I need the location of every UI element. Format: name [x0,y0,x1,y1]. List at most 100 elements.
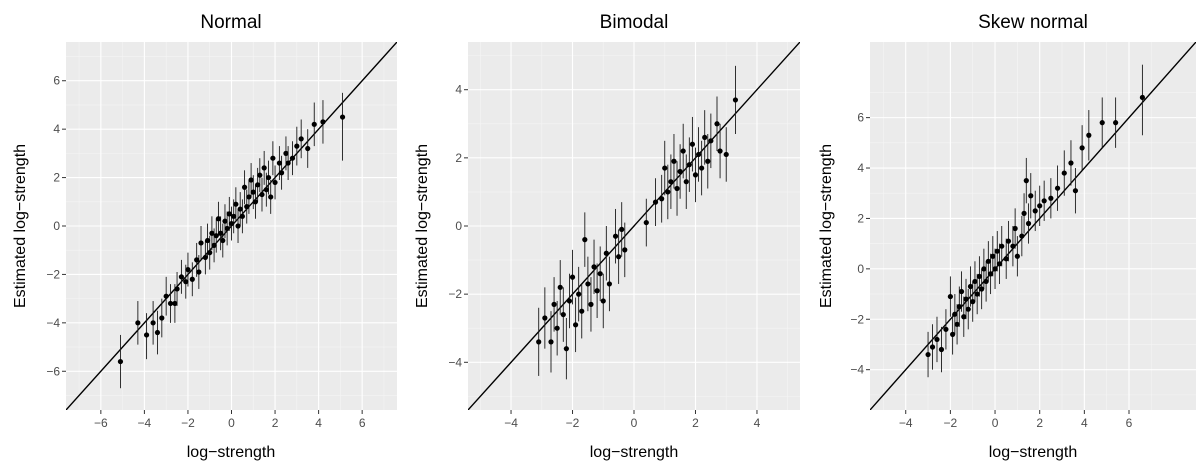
data-point [1054,185,1061,191]
data-point [551,301,557,307]
data-point [990,253,996,259]
data-point [579,308,585,314]
x-tick-label: −6 [94,416,108,430]
data-point [643,219,649,226]
y-tick-label: −2 [850,312,864,326]
y-tick-label: −4 [448,355,462,369]
data-point [542,315,548,321]
panel-title-skew-normal: Skew normal [978,12,1088,33]
y-tick-label: −2 [46,267,60,281]
panel-bimodal: Bimodal log−strength Estimated log−stren… [414,12,800,461]
data-point [671,158,677,164]
data-point [272,179,278,186]
data-point [952,311,958,317]
data-point [117,358,124,365]
data-point [204,237,211,244]
data-point [252,199,259,205]
data-point [947,293,953,300]
y-axis-title-bimodal: Estimated log−strength [414,144,431,308]
data-point [172,300,178,307]
data-point [167,300,174,307]
data-point [233,201,239,207]
data-point [298,136,304,142]
data-point [689,141,696,147]
data-point [231,213,237,219]
data-point [723,151,729,158]
y-tick-label: 6 [53,74,60,88]
data-point [981,266,987,272]
data-point [276,160,283,166]
data-point [659,196,665,202]
y-tick-label: 2 [455,151,462,165]
y-tick-label: 0 [53,219,60,233]
data-point [1005,238,1012,244]
y-tick-label: −4 [850,363,864,377]
data-point [263,187,269,193]
data-point [954,321,960,327]
data-point [226,211,232,217]
data-point [996,261,1003,267]
data-point [600,298,606,304]
data-point [983,278,989,285]
data-point [686,162,692,168]
data-point [987,271,994,277]
data-point [1079,145,1085,151]
x-tick-label: 2 [272,416,279,430]
x-tick-label: −2 [566,416,580,430]
y-tick-label: 0 [455,219,462,233]
data-point [222,218,228,224]
data-point [967,283,974,290]
x-tick-label: −4 [138,416,152,430]
data-point [1086,132,1092,138]
x-axis-title-skew-normal: log−strength [989,444,1078,461]
data-point [958,288,965,295]
data-point [974,291,980,297]
data-point [972,278,978,285]
data-point [213,233,219,239]
y-tick-label: 4 [857,161,864,175]
data-point [143,332,150,338]
data-point [560,311,566,318]
data-point [950,331,956,337]
data-point [622,247,628,253]
data-point [1139,94,1146,101]
data-point [285,160,291,166]
data-point [929,344,936,350]
data-point [244,204,250,210]
data-point [970,299,976,305]
data-point [699,165,705,171]
data-point [270,155,276,161]
x-tick-label: 0 [992,416,999,430]
data-point [569,274,576,280]
data-point [1041,198,1047,204]
data-point [965,306,971,312]
y-tick-label: −4 [46,316,60,330]
x-tick-label: 6 [359,416,366,430]
data-point [289,155,296,161]
data-point [150,320,156,326]
data-point [211,242,217,248]
data-point [692,172,699,178]
data-point [261,165,267,171]
data-point [956,304,962,310]
data-point [237,206,243,212]
data-point [999,243,1005,249]
y-tick-label: 6 [857,111,864,125]
y-tick-label: 2 [857,211,864,225]
data-point [536,339,542,345]
data-point [218,230,224,236]
data-point [257,172,263,178]
data-point [943,326,949,332]
data-point [702,134,708,141]
panel-title-bimodal: Bimodal [600,12,669,33]
data-point [198,240,204,246]
data-point [576,291,582,297]
data-point [1025,220,1032,227]
data-point [1003,256,1009,262]
data-point [1068,160,1074,166]
data-point [228,220,235,227]
data-point [265,174,272,181]
data-layer-normal [66,42,397,410]
data-point [1023,178,1029,184]
data-point [163,293,169,299]
